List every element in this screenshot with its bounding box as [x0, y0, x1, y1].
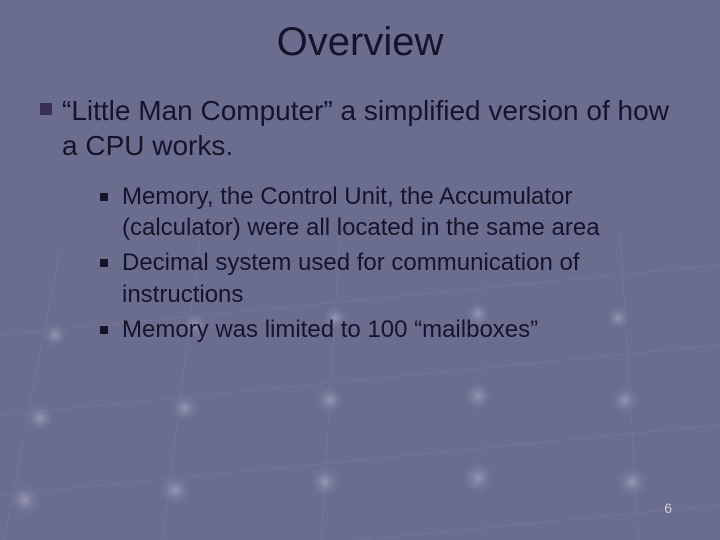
- square-bullet-icon: [100, 259, 108, 267]
- slide-title: Overview: [40, 20, 680, 65]
- list-item: Memory, the Control Unit, the Accumulato…: [100, 181, 680, 243]
- page-number: 6: [664, 500, 672, 516]
- sub-bullet-text: Memory was limited to 100 “mailboxes”: [122, 314, 538, 345]
- list-item: Decimal system used for communication of…: [100, 247, 680, 309]
- square-bullet-icon: [100, 326, 108, 334]
- sub-bullet-text: Decimal system used for communication of…: [122, 247, 680, 309]
- main-bullet-text: “Little Man Computer” a simplified versi…: [62, 93, 680, 163]
- slide: Overview “Little Man Computer” a simplif…: [0, 0, 720, 540]
- list-item: Memory was limited to 100 “mailboxes”: [100, 314, 680, 345]
- sub-bullet-text: Memory, the Control Unit, the Accumulato…: [122, 181, 680, 243]
- square-bullet-icon: [100, 193, 108, 201]
- square-bullet-icon: [40, 103, 52, 115]
- main-bullet-item: “Little Man Computer” a simplified versi…: [40, 93, 680, 163]
- sub-bullet-list: Memory, the Control Unit, the Accumulato…: [100, 181, 680, 345]
